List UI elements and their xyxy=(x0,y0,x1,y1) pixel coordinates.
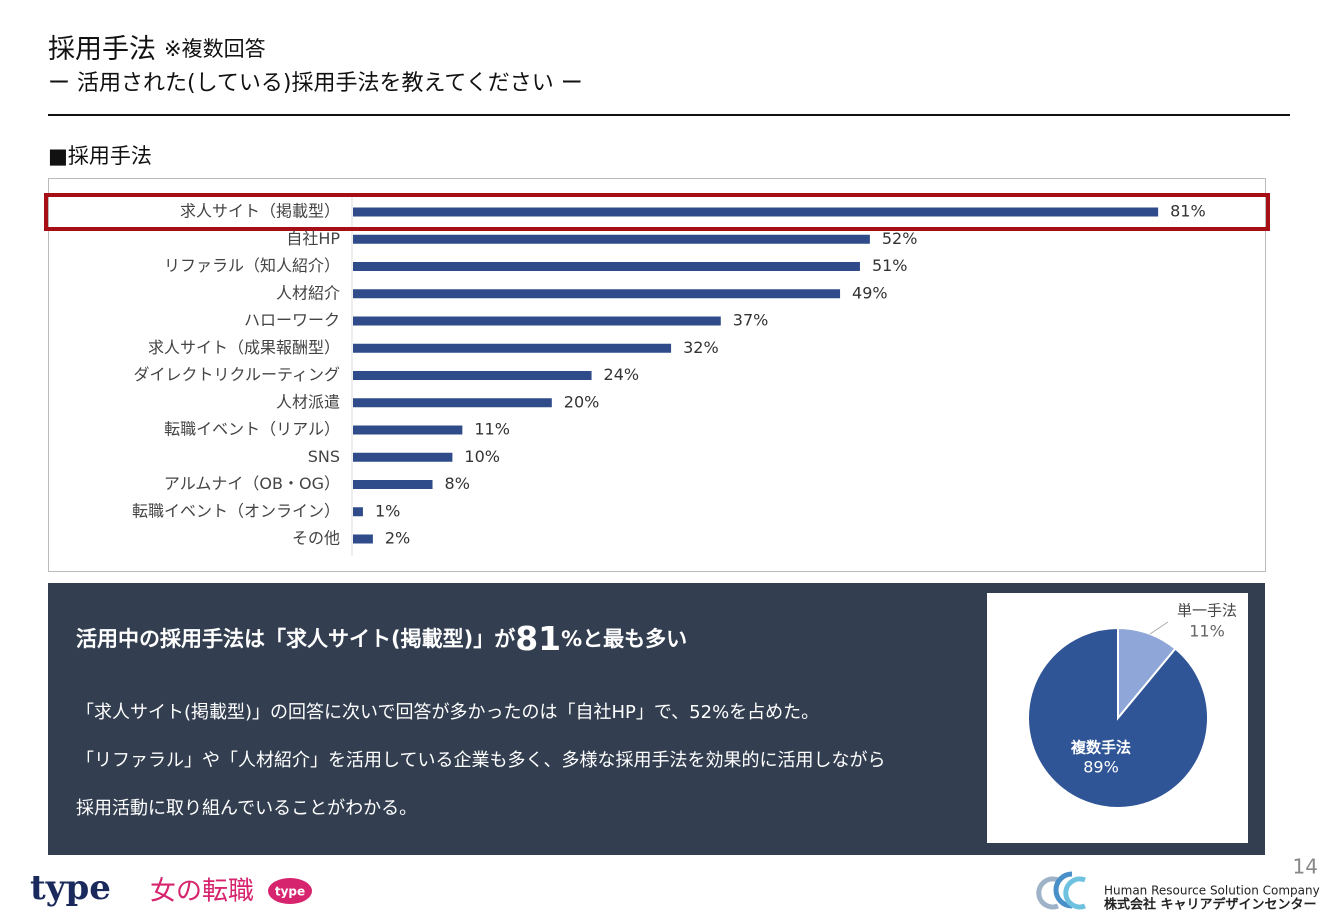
bar xyxy=(353,507,363,517)
page-number: 14 xyxy=(1293,855,1318,879)
slide-title-group: 採用手法 ※複数回答 xyxy=(48,34,266,65)
summary-line: 採用活動に取り組んでいることがわかる。 xyxy=(76,798,417,819)
category-label: 人材派遣 xyxy=(276,392,340,411)
subtitle: ー 活用された(している)採用手法を教えてください ー xyxy=(48,71,583,96)
value-label: 51% xyxy=(872,256,908,275)
category-label: 求人サイト（成果報酬型） xyxy=(148,338,340,357)
value-label: 1% xyxy=(375,501,400,520)
summary-line: 「求人サイト(掲載型)」の回答に次いで回答が多かったのは「自社HP」で、52%を… xyxy=(76,702,819,723)
slice-name: 複数手法 xyxy=(1070,739,1131,757)
summary-headline: 活用中の採用手法は「求人サイト(掲載型)」が81%と最も多い xyxy=(76,619,687,658)
value-label: 32% xyxy=(683,338,719,357)
value-label: 24% xyxy=(604,365,640,384)
headline-number: 81 xyxy=(515,619,561,658)
value-label: 10% xyxy=(464,447,500,466)
title-note: ※複数回答 xyxy=(164,37,266,61)
chart-frame xyxy=(48,178,1266,572)
bar xyxy=(353,234,870,244)
category-label: ダイレクトリクルーティング xyxy=(133,365,340,384)
headline-text: 活用中の採用手法は「求人サイト(掲載型)」が xyxy=(76,627,515,651)
category-label: SNS xyxy=(308,447,340,466)
value-label: 37% xyxy=(733,311,769,330)
category-label: その他 xyxy=(292,529,340,548)
value-label: 20% xyxy=(564,392,600,411)
logo-badge: type xyxy=(275,885,305,899)
category-label: 転職イベント（オンライン） xyxy=(132,501,340,520)
slice-name: 単一手法 xyxy=(1177,602,1237,620)
slice-label: 89% xyxy=(1083,758,1119,777)
company-en: Human Resource Solution Company xyxy=(1104,884,1320,898)
bar xyxy=(353,371,592,380)
company-logo xyxy=(1036,871,1086,910)
value-label: 8% xyxy=(445,474,470,493)
bar xyxy=(353,398,552,408)
category-label: 求人サイト（掲載型） xyxy=(180,202,340,221)
value-label: 11% xyxy=(474,420,510,439)
company-ja: 株式会社 キャリアデザインセンター xyxy=(1104,897,1317,912)
logo-onna: 女の転職 xyxy=(150,877,254,907)
slide-title: 採用手法 xyxy=(48,34,156,65)
bar xyxy=(353,452,453,462)
pie-slice xyxy=(1027,626,1209,809)
value-label: 2% xyxy=(385,529,410,548)
bar xyxy=(353,207,1159,217)
category-label: リファラル（知人紹介） xyxy=(164,256,340,275)
category-label: 自社HP xyxy=(286,229,340,248)
slice-label: 11% xyxy=(1189,622,1225,641)
logo-type: type xyxy=(30,868,111,908)
bar xyxy=(353,425,463,435)
bar-chart: 求人サイト（掲載型） 81% 自社HP 52% リファラル（知人紹介） 51% 人材紹介 49… xyxy=(44,193,1270,548)
logo-badge-bg xyxy=(268,878,312,904)
section-title: ■採用手法 xyxy=(48,144,152,168)
value-label: 81% xyxy=(1170,202,1206,221)
category-label: 人材紹介 xyxy=(276,283,340,302)
headline-text: %と最も多い xyxy=(561,627,687,651)
bar xyxy=(353,316,721,326)
value-label: 52% xyxy=(882,229,918,248)
summary-line: 「リファラル」や「人材紹介」を活用している企業も多く、多様な採用手法を効果的に活… xyxy=(76,750,885,771)
category-label: ハローワーク xyxy=(244,311,340,330)
bar xyxy=(353,289,841,299)
value-label: 49% xyxy=(852,283,888,302)
bar xyxy=(353,480,433,489)
category-label: 転職イベント（リアル） xyxy=(164,420,340,439)
bar xyxy=(353,343,672,353)
category-label: アルムナイ（OB・OG） xyxy=(164,474,340,493)
highlight-box xyxy=(44,193,1270,231)
bar xyxy=(353,534,373,544)
bar xyxy=(353,262,860,271)
leader-line xyxy=(1149,621,1169,635)
